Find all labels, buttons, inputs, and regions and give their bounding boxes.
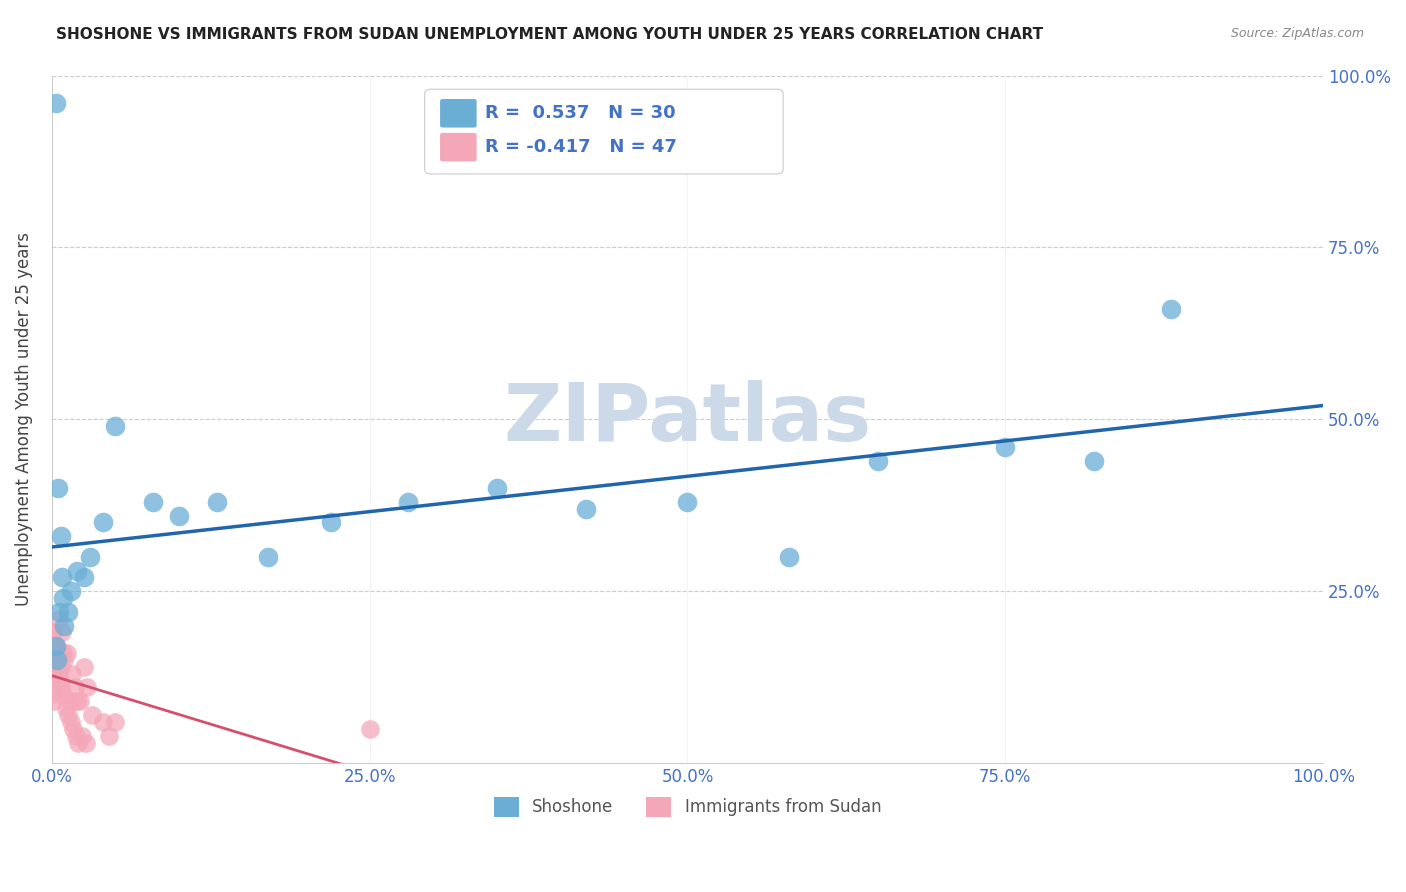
- Point: [51, 570, 73, 584]
- Point: [66, 564, 89, 578]
- Point: [58, 694, 80, 708]
- Text: R = -0.417   N = 47: R = -0.417 N = 47: [485, 138, 676, 156]
- Point: [167, 508, 190, 523]
- Point: [45, 639, 67, 653]
- Point: [91, 516, 114, 530]
- Point: [142, 495, 165, 509]
- Point: [55, 701, 77, 715]
- Point: [51, 681, 73, 695]
- Point: [257, 549, 280, 564]
- Point: [72, 729, 94, 743]
- Point: [49, 660, 72, 674]
- Point: [49, 529, 72, 543]
- Point: [97, 729, 120, 743]
- Point: [868, 453, 890, 467]
- Point: [46, 653, 69, 667]
- Point: [45, 646, 67, 660]
- Point: [42, 653, 65, 667]
- Point: [53, 618, 76, 632]
- Point: [41, 639, 63, 653]
- Text: SHOSHONE VS IMMIGRANTS FROM SUDAN UNEMPLOYMENT AMONG YOUTH UNDER 25 YEARS CORREL: SHOSHONE VS IMMIGRANTS FROM SUDAN UNEMPL…: [56, 27, 1043, 42]
- Point: [42, 639, 65, 653]
- Point: [66, 694, 89, 708]
- Point: [91, 714, 114, 729]
- Point: [45, 95, 67, 110]
- Point: [60, 666, 83, 681]
- Point: [67, 735, 90, 749]
- Point: [58, 708, 80, 723]
- Point: [485, 481, 508, 495]
- Point: [994, 440, 1017, 454]
- Point: [44, 639, 66, 653]
- Point: [72, 570, 94, 584]
- Point: [104, 419, 127, 434]
- Point: [575, 501, 598, 516]
- Point: [51, 687, 73, 701]
- Point: [41, 646, 63, 660]
- Point: [72, 660, 94, 674]
- Text: Source: ZipAtlas.com: Source: ZipAtlas.com: [1230, 27, 1364, 40]
- Text: R =  0.537   N = 30: R = 0.537 N = 30: [485, 104, 676, 122]
- Point: [45, 646, 67, 660]
- Point: [321, 516, 343, 530]
- Point: [75, 735, 97, 749]
- Point: [62, 722, 84, 736]
- Point: [48, 612, 70, 626]
- Point: [53, 653, 76, 667]
- Point: [44, 666, 66, 681]
- Point: [45, 653, 67, 667]
- Point: [42, 687, 65, 701]
- Point: [46, 653, 69, 667]
- Point: [69, 694, 91, 708]
- Point: [42, 694, 65, 708]
- Point: [82, 708, 104, 723]
- Point: [63, 681, 86, 695]
- Point: [65, 729, 87, 743]
- Point: [56, 646, 79, 660]
- Point: [49, 673, 72, 688]
- Point: [59, 714, 82, 729]
- Y-axis label: Unemployment Among Youth under 25 years: Unemployment Among Youth under 25 years: [15, 232, 32, 607]
- Point: [41, 625, 63, 640]
- Point: [52, 646, 75, 660]
- Point: [104, 714, 127, 729]
- Point: [778, 549, 800, 564]
- Point: [1083, 453, 1105, 467]
- Text: ZIPatlas: ZIPatlas: [503, 380, 872, 458]
- Point: [76, 681, 98, 695]
- Point: [48, 666, 70, 681]
- Point: [58, 605, 80, 619]
- Point: [1160, 302, 1182, 317]
- Legend: Shoshone, Immigrants from Sudan: Shoshone, Immigrants from Sudan: [486, 790, 889, 823]
- Point: [396, 495, 419, 509]
- Point: [79, 549, 101, 564]
- Point: [45, 639, 67, 653]
- Point: [42, 625, 65, 640]
- Point: [676, 495, 699, 509]
- Point: [51, 625, 73, 640]
- Point: [42, 660, 65, 674]
- Point: [48, 605, 70, 619]
- Point: [46, 481, 69, 495]
- Point: [359, 722, 381, 736]
- Point: [44, 646, 66, 660]
- Point: [52, 591, 75, 606]
- Point: [205, 495, 228, 509]
- Point: [59, 584, 82, 599]
